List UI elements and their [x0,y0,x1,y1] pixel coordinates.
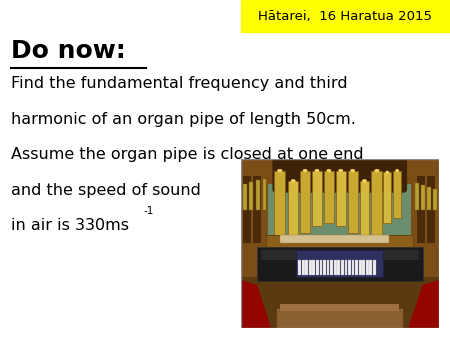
Text: in air is 330ms: in air is 330ms [11,218,129,233]
Text: Hātarei,  16 Haratua 2015: Hātarei, 16 Haratua 2015 [258,9,432,23]
Text: -1: -1 [144,206,154,216]
FancyBboxPatch shape [241,0,450,32]
Text: Do now:: Do now: [11,39,126,63]
Text: Find the fundamental frequency and third: Find the fundamental frequency and third [11,76,348,91]
Text: and the speed of sound: and the speed of sound [11,183,201,197]
Text: Assume the organ pipe is closed at one end: Assume the organ pipe is closed at one e… [11,147,364,162]
Text: harmonic of an organ pipe of length 50cm.: harmonic of an organ pipe of length 50cm… [11,112,356,126]
